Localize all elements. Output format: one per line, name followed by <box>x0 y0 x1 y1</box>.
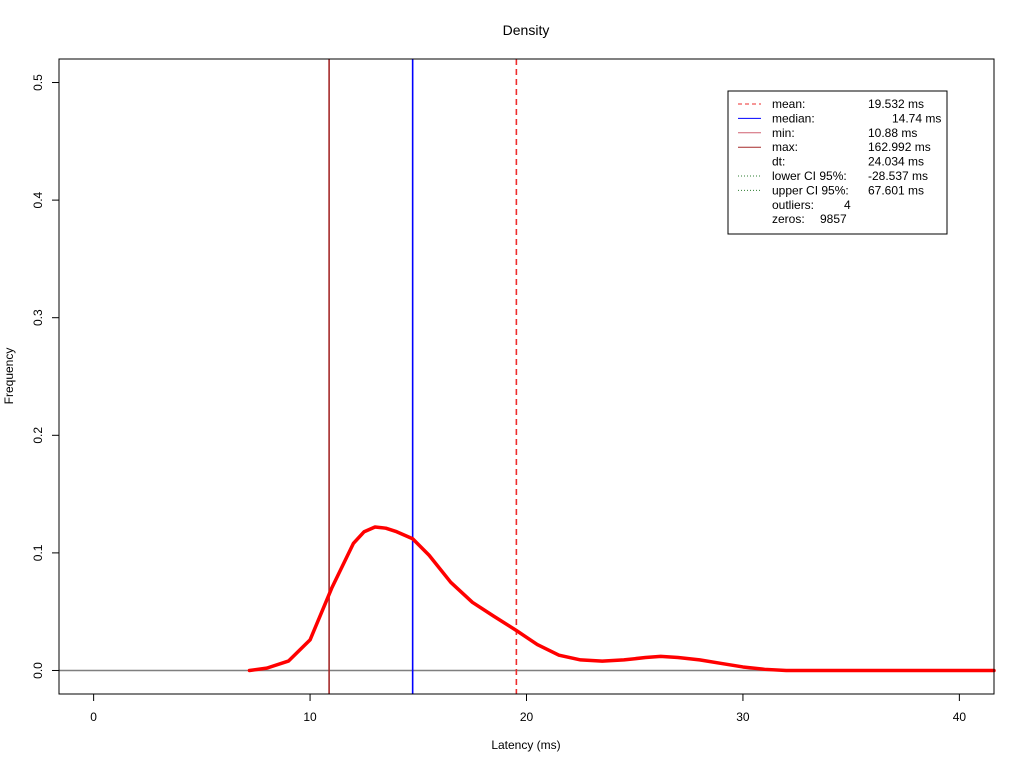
legend-value: 162.992 ms <box>868 140 931 154</box>
y-tick-label: 0.3 <box>31 309 45 326</box>
x-tick-label: 40 <box>953 710 967 724</box>
x-tick-label: 30 <box>736 710 750 724</box>
plot-area <box>59 59 996 694</box>
x-axis-label: Latency (ms) <box>491 738 560 752</box>
y-axis-label: Frequency <box>2 348 16 405</box>
legend-label: zeros: <box>772 212 805 226</box>
x-tick-label: 20 <box>520 710 534 724</box>
legend-label: dt: <box>772 155 785 169</box>
y-tick-label: 0.1 <box>31 544 45 561</box>
x-tick-label: 0 <box>90 710 97 724</box>
axes: 0 10 20 30 40 0.0 0.1 0.2 0.3 0.4 0.5 <box>31 58 995 724</box>
legend-label: max: <box>772 140 798 154</box>
legend: mean: 19.532 ms median: 14.74 ms min: 10.88 m… <box>727 90 948 235</box>
legend-value: 14.74 ms <box>892 111 941 125</box>
chart-title: Density <box>503 22 550 38</box>
legend-value: 67.601 ms <box>868 183 924 197</box>
density-curve-0 <box>247 525 996 673</box>
y-tick-label: 0.0 <box>31 662 45 679</box>
legend-label: upper CI 95%: <box>772 183 849 197</box>
legend-label: median: <box>772 111 815 125</box>
x-tick-label: 10 <box>303 710 317 724</box>
legend-label: outliers: <box>772 198 814 212</box>
legend-value: 19.532 ms <box>868 97 924 111</box>
legend-label: lower CI 95%: <box>772 169 847 183</box>
legend-label: mean: <box>772 97 805 111</box>
legend-value: 24.034 ms <box>868 155 924 169</box>
y-tick-label: 0.5 <box>31 74 45 91</box>
legend-value: 10.88 ms <box>868 126 917 140</box>
legend-value: 4 <box>844 198 851 212</box>
legend-label: min: <box>772 126 795 140</box>
legend-value: 9857 <box>820 212 847 226</box>
legend-box <box>727 90 948 235</box>
legend-value: -28.537 ms <box>868 169 928 183</box>
y-tick-label: 0.4 <box>31 191 45 208</box>
y-tick-label: 0.2 <box>31 427 45 444</box>
